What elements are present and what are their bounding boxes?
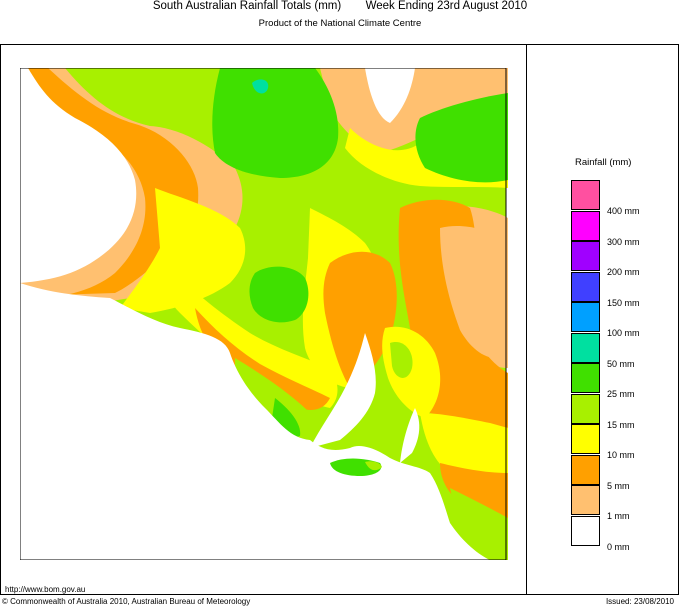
legend-swatch	[571, 393, 600, 424]
legend-label: 200 mm	[607, 267, 640, 277]
legend-label: 300 mm	[607, 236, 640, 247]
zone-northwest-dry-top	[20, 68, 25, 71]
map-subtitle: Product of the National Climate Centre	[258, 18, 422, 29]
copyright-text: © Commonwealth of Australia 2010, Austra…	[2, 597, 251, 606]
legend-swatch	[571, 454, 600, 485]
zone-central-orange	[323, 251, 397, 388]
legend-swatch	[571, 210, 600, 241]
zone-east-lightorange-inner	[440, 226, 500, 359]
legend-title: Rainfall (mm)	[575, 157, 632, 168]
legend-label: 5 mm	[607, 480, 630, 491]
legend-swatch	[571, 332, 600, 363]
issued-date: Issued: 23/08/2010	[605, 597, 674, 606]
map-title: South Australian Rainfall Totals (mm)	[152, 0, 342, 12]
zone-northwest-dry	[20, 68, 137, 283]
zone-north-dry	[365, 68, 415, 123]
zone-central-green	[249, 266, 309, 323]
legend-label: 400 mm	[607, 206, 640, 216]
zone-west-yellow	[120, 188, 246, 313]
zone-northeast-green	[415, 93, 508, 183]
zone-southwest-yellow	[164, 268, 338, 408]
map-title-line: South Australian Rainfall Totals (mm) We…	[0, 0, 680, 12]
legend-label: 25 mm	[607, 389, 635, 399]
map-period: Week Ending 23rd August 2010	[365, 0, 528, 12]
southern-ocean	[20, 283, 490, 560]
gulf-st-vincent	[400, 408, 420, 463]
source-url[interactable]: http://www.bom.gov.au	[5, 585, 86, 594]
legend-divider	[526, 44, 527, 595]
map-border	[20, 68, 507, 560]
zone-southeast-yellow	[420, 413, 508, 488]
map-frame	[0, 44, 679, 595]
legend-label: 15 mm	[607, 419, 635, 430]
legend-label: 100 mm	[607, 328, 640, 338]
zone-north-orange	[320, 68, 508, 153]
map-header: South Australian Rainfall Totals (mm) We…	[0, 0, 680, 34]
legend-swatch	[571, 241, 600, 271]
legend-label: 1 mm	[607, 511, 630, 521]
legend-label: 50 mm	[607, 358, 635, 369]
legend-swatch	[571, 363, 600, 393]
legend-label: 150 mm	[607, 297, 640, 308]
zone-gulf-green	[390, 342, 413, 378]
legend-swatch	[571, 515, 600, 546]
legend-swatch	[571, 485, 600, 515]
zone-central-north-green	[212, 68, 339, 178]
kangaroo-island-east	[365, 461, 382, 471]
spencer-gulf	[310, 333, 376, 448]
legend-swatch	[571, 302, 600, 332]
zone-southwest-orange	[195, 308, 330, 410]
zone-central-north-teal	[252, 79, 269, 94]
rainfall-map	[20, 68, 508, 560]
legend-swatch	[571, 424, 600, 454]
zone-southeast-green	[450, 488, 508, 560]
legend-swatch	[571, 271, 600, 302]
legend-swatch	[571, 180, 600, 210]
legend-label: 10 mm	[607, 450, 635, 460]
legend-label: 0 mm	[607, 541, 630, 552]
